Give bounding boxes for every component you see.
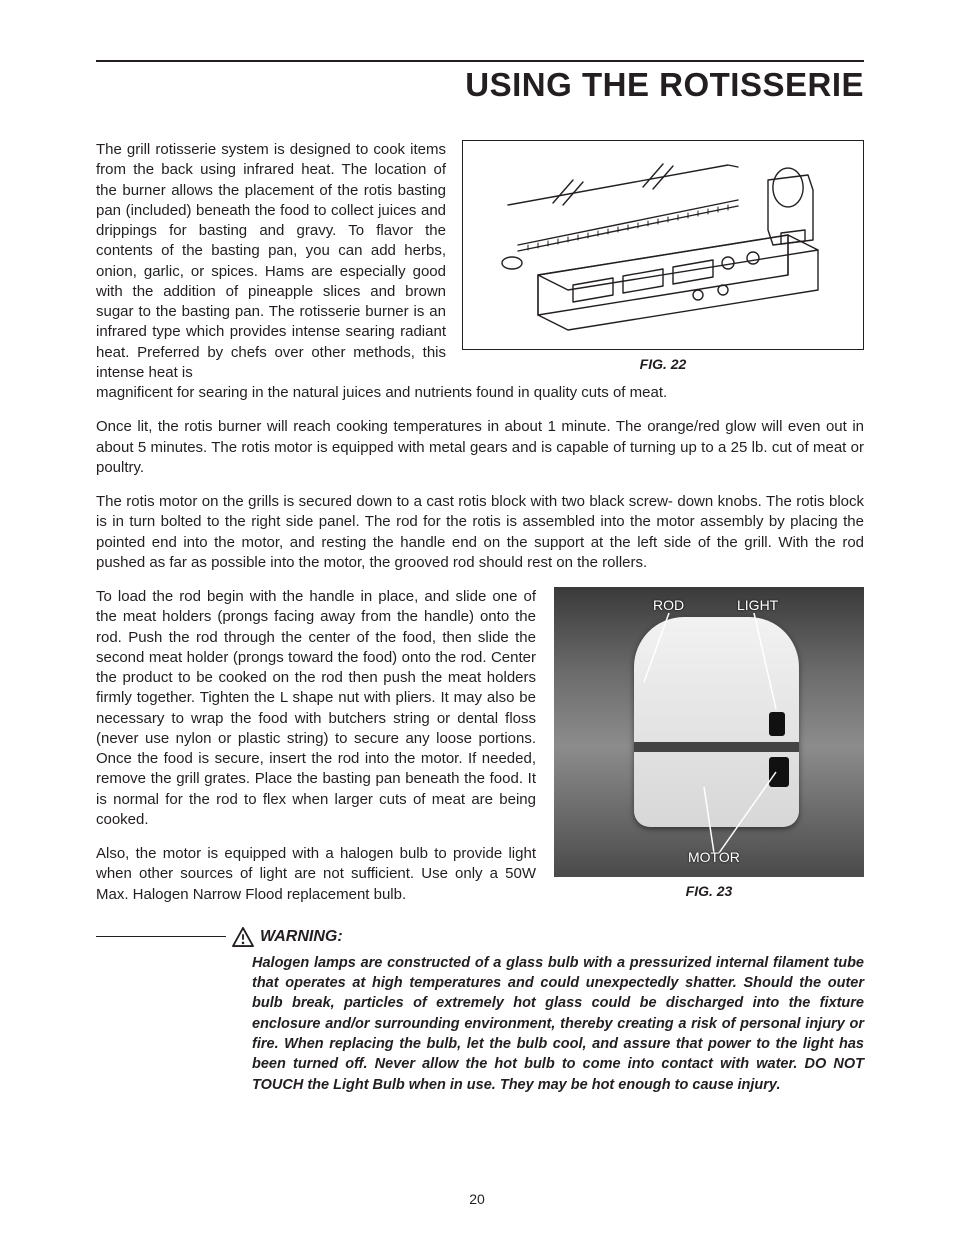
page-number: 20 [0,1191,954,1207]
warning-rule [96,936,226,937]
figure-23: ROD LIGHT MOTOR [554,587,864,877]
label-motor: MOTOR [688,849,740,865]
title-rule [96,60,864,62]
paragraph-2: Once lit, the rotis burner will reach co… [96,417,864,478]
figure-22-caption: FIG. 22 [462,356,864,372]
figure-23-caption: FIG. 23 [554,883,864,899]
paragraph-4: To load the rod begin with the handle in… [96,587,536,830]
paragraph-5: Also, the motor is equipped with a halog… [96,844,536,905]
figure-22 [462,140,864,350]
warning-text: Halogen lamps are constructed of a glass… [252,953,864,1095]
paragraph-1-continued: magnificent for searing in the natural j… [96,383,864,403]
warning-icon [232,927,254,947]
label-light: LIGHT [737,597,778,613]
warning-block: WARNING: Halogen lamps are constructed o… [96,927,864,1095]
page-title: USING THE ROTISSERIE [96,66,864,104]
rotisserie-diagram-icon [478,145,848,345]
callout-lines-icon [554,587,864,877]
warning-title: WARNING: [260,928,343,946]
paragraph-1: The grill rotisserie system is designed … [96,140,446,383]
label-rod: ROD [653,597,684,613]
paragraph-3: The rotis motor on the grills is secured… [96,492,864,573]
